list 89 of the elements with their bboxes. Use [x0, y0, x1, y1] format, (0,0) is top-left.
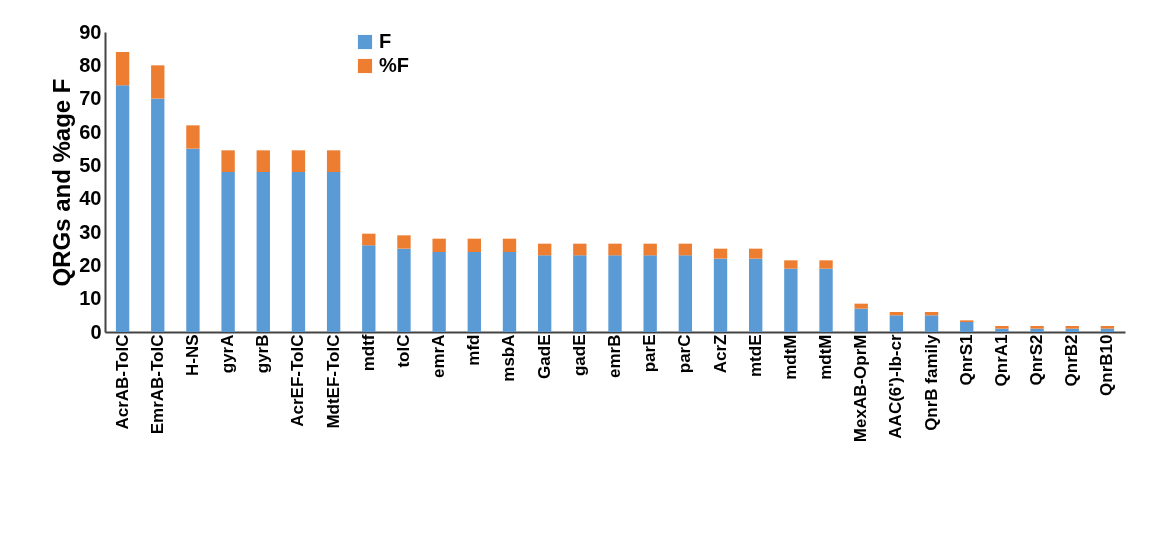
x-tick-label: QnrB2	[1062, 334, 1082, 387]
bar	[397, 248, 411, 332]
bar	[678, 243, 693, 256]
y-tick-label: 0	[90, 320, 102, 343]
bar	[326, 150, 341, 172]
x-tick-label: QnrA1	[991, 334, 1011, 387]
y-tick-label: 60	[79, 120, 102, 143]
y-tick-label: 80	[79, 53, 102, 76]
bar	[854, 303, 868, 309]
bar	[186, 125, 200, 149]
x-tick-label: gyrA	[218, 334, 238, 374]
bar	[221, 172, 235, 332]
x-tick-label: QnrS2	[1027, 334, 1047, 386]
bar	[151, 65, 165, 99]
x-tick-label: MexAB-OprM	[851, 334, 871, 443]
bar	[643, 255, 657, 332]
y-axis-title: QRGs and %age F	[48, 78, 76, 287]
bar	[432, 238, 446, 252]
bar	[256, 172, 270, 332]
bar	[537, 255, 552, 332]
bar	[186, 148, 200, 332]
y-tick-label: 40	[79, 187, 102, 210]
bar	[573, 255, 587, 332]
bar	[115, 85, 130, 332]
x-tick-label: gadE	[569, 334, 589, 377]
bar	[924, 315, 939, 332]
bar	[854, 308, 868, 332]
x-tick-label: mdtM	[780, 334, 800, 380]
bar	[291, 172, 306, 332]
y-tick-label: 20	[79, 253, 102, 276]
bar	[784, 260, 798, 269]
bar	[537, 243, 552, 256]
bar	[573, 243, 587, 256]
bar	[151, 98, 165, 332]
bar	[819, 268, 833, 332]
legend-label: %F	[379, 54, 409, 76]
bar	[678, 255, 693, 332]
x-tick-label: emrA	[429, 334, 449, 378]
x-tick-label: EmrAB-TolC	[147, 334, 167, 435]
x-tick-label: QnrB family	[921, 333, 941, 431]
x-tick-label: mdtf	[358, 334, 378, 372]
bar	[784, 268, 798, 332]
bar	[889, 315, 904, 332]
bar	[221, 150, 235, 172]
bar	[713, 248, 728, 259]
y-tick-label: 10	[79, 287, 102, 310]
x-tick-label: mtdE	[745, 334, 765, 377]
y-tick-label: 30	[79, 220, 102, 243]
x-tick-label: H-NS	[182, 334, 202, 377]
x-tick-label: AAC(6')-Ib-cr	[886, 334, 906, 439]
x-tick-label: emrB	[605, 334, 624, 378]
x-tick-label: QnrS1	[956, 334, 976, 386]
y-tick-label: 50	[79, 153, 102, 176]
bar	[713, 258, 728, 332]
x-tick-label: msbA	[499, 334, 519, 382]
bar	[291, 150, 306, 172]
bar	[749, 248, 763, 259]
bar	[467, 252, 481, 332]
bar	[256, 150, 270, 172]
y-tick-label: 70	[79, 87, 102, 110]
bar	[608, 255, 622, 332]
y-tick-label: 90	[79, 20, 102, 43]
x-tick-label: QnrB10	[1097, 334, 1117, 396]
bar	[608, 243, 622, 256]
legend-label: F	[379, 30, 392, 52]
bar	[819, 260, 833, 269]
bar	[749, 258, 763, 332]
x-tick-label: mfd	[464, 334, 484, 366]
x-tick-label: mdtM	[816, 334, 836, 380]
bar	[502, 238, 517, 252]
x-tick-label: gyrB	[253, 334, 273, 374]
bar	[362, 245, 376, 332]
x-tick-label: AcrAB-TolC	[112, 334, 132, 430]
x-tick-label: AcrZ	[710, 334, 730, 374]
bar	[960, 322, 974, 332]
x-tick-label: parC	[675, 334, 695, 374]
bar	[115, 52, 130, 86]
x-tick-label: tolC	[393, 334, 413, 368]
x-tick-label: GadE	[534, 334, 554, 379]
bar	[502, 252, 517, 332]
bar	[643, 243, 657, 256]
bar	[432, 252, 446, 332]
bar	[467, 238, 481, 252]
x-tick-label: MdtEF-TolC	[323, 334, 343, 429]
bar	[326, 172, 341, 332]
x-tick-label: AcrEF-TolC	[288, 334, 308, 427]
bar	[397, 235, 411, 249]
bar	[362, 233, 376, 246]
x-tick-label: parE	[640, 334, 660, 373]
